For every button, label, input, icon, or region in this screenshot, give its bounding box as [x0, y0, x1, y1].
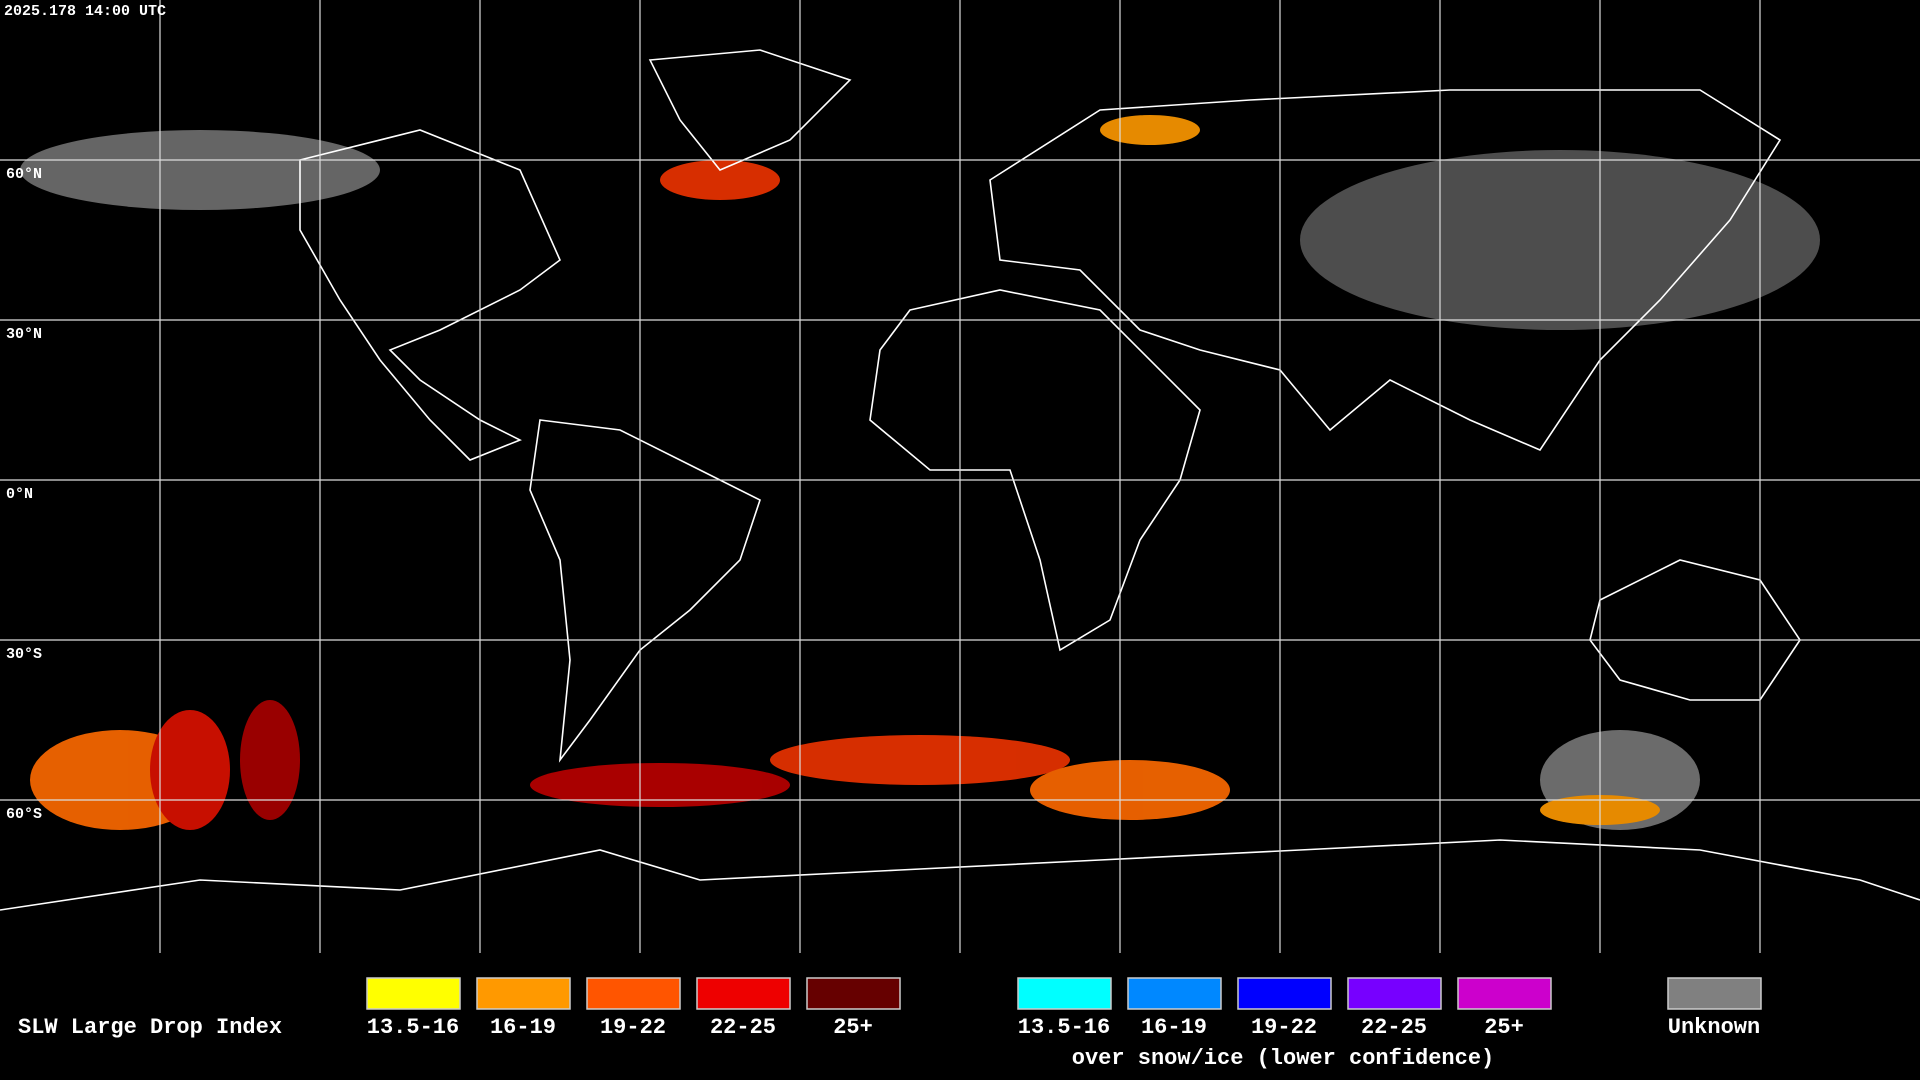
timestamp: 2025.178 14:00 UTC	[4, 3, 166, 20]
graticule: 60°N 30°N 0°N 30°S 60°S	[0, 0, 1920, 953]
legend-label: Unknown	[1668, 1015, 1760, 1040]
legend-swatch	[1127, 977, 1222, 1010]
coastline	[869, 289, 1201, 652]
latitude-label: 0°N	[6, 486, 33, 503]
latitude-label: 60°N	[6, 166, 42, 183]
latitude-label: 30°N	[6, 326, 42, 343]
legend-swatch	[366, 977, 461, 1010]
legend-label: 16-19	[490, 1015, 556, 1040]
coastline	[0, 839, 1920, 911]
coastline	[989, 89, 1782, 451]
snow-caption: over snow/ice (lower confidence)	[1072, 1046, 1494, 1071]
legend-label: 19-22	[1251, 1015, 1317, 1040]
slw-cloud	[1100, 115, 1200, 145]
slw-cloud	[1030, 760, 1230, 820]
legend-label: 16-19	[1141, 1015, 1207, 1040]
legend-label: 22-25	[710, 1015, 776, 1040]
unknown-cloud	[1300, 150, 1820, 330]
legend-swatch	[1667, 977, 1762, 1010]
legend-swatch	[696, 977, 791, 1010]
slw-cloud	[770, 735, 1070, 785]
legend-label: 19-22	[600, 1015, 666, 1040]
coastline	[299, 129, 561, 461]
legend: 13.5-16 16-19 19-22 22-25 25+ 13.5-16 16-19 19-…	[366, 977, 1762, 1040]
legend-label: 25+	[1484, 1015, 1524, 1040]
slw-cloud	[240, 700, 300, 820]
legend-label: 25+	[833, 1015, 873, 1040]
coastline	[648, 49, 852, 171]
latitude-label: 30°S	[6, 646, 42, 663]
legend-swatch	[1347, 977, 1442, 1010]
legend-swatch	[476, 977, 571, 1010]
legend-title: SLW Large Drop Index	[18, 1015, 282, 1040]
slw-cloud	[530, 763, 790, 807]
legend-label: 13.5-16	[1018, 1015, 1110, 1040]
latitude-label: 60°S	[6, 806, 42, 823]
legend-swatch	[806, 977, 901, 1010]
slw-cloud	[150, 710, 230, 830]
legend-swatch	[1457, 977, 1552, 1010]
legend-swatch	[586, 977, 681, 1010]
legend-background	[0, 953, 1920, 1080]
legend-label: 13.5-16	[367, 1015, 459, 1040]
slw-cloud	[660, 160, 780, 200]
legend-label: 22-25	[1361, 1015, 1427, 1040]
legend-swatch	[1017, 977, 1112, 1010]
legend-swatch	[1237, 977, 1332, 1010]
unknown-cloud	[20, 130, 380, 210]
